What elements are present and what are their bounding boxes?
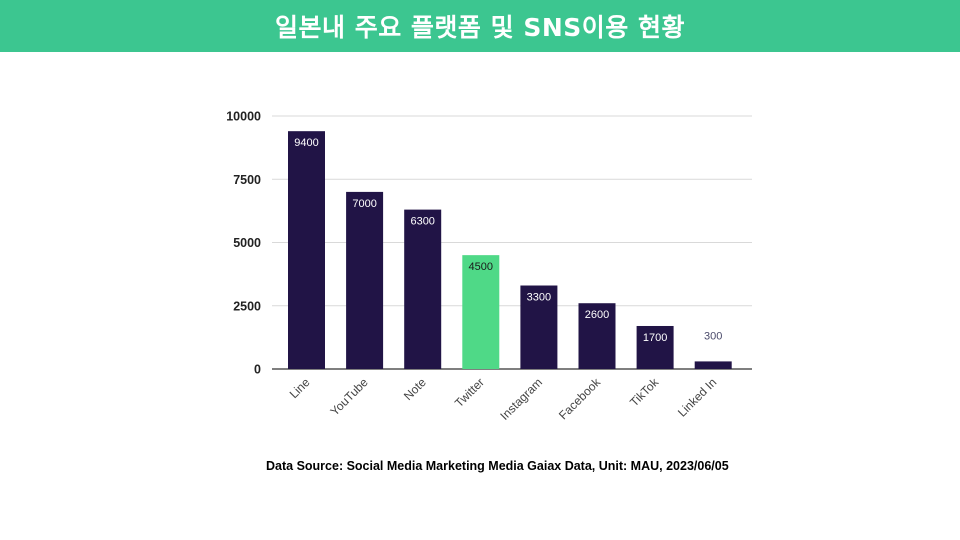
data-source-note: Data Source: Social Media Marketing Medi… (266, 459, 729, 473)
x-tick-label: Linked In (675, 375, 719, 419)
x-tick-label: TikTok (627, 375, 662, 410)
y-tick-label: 10000 (226, 110, 261, 124)
bar (404, 209, 442, 369)
x-tick-label: YouTube (327, 375, 370, 418)
bar (636, 325, 674, 369)
x-tick-label: Facebook (556, 375, 604, 423)
data-label: 7000 (352, 198, 376, 210)
header-banner: 일본내 주요 플랫폼 및 SNS이용 현황 (0, 0, 960, 52)
data-label: 9400 (294, 137, 318, 149)
bar (520, 285, 558, 369)
data-label: 2600 (585, 309, 609, 321)
data-label: 6300 (410, 216, 434, 228)
x-tick-label: Line (287, 375, 313, 401)
y-tick-label: 2500 (233, 299, 261, 313)
y-tick-label: 5000 (233, 236, 261, 250)
y-tick-label: 0 (254, 363, 261, 377)
bar (462, 255, 500, 369)
x-tick-label: Instagram (497, 375, 545, 423)
bar (288, 131, 325, 369)
x-tick-label: Note (401, 375, 429, 403)
x-tick-label: Twitter (452, 375, 487, 410)
page-title: 일본내 주요 플랫폼 및 SNS이용 현황 (275, 13, 685, 42)
data-label: 1700 (643, 332, 667, 344)
bar (694, 361, 732, 369)
data-label: 4500 (469, 261, 493, 273)
y-tick-label: 7500 (233, 173, 261, 187)
data-label: 300 (704, 330, 722, 342)
bar (578, 303, 616, 369)
bar (346, 191, 384, 369)
data-label: 3300 (527, 292, 551, 304)
